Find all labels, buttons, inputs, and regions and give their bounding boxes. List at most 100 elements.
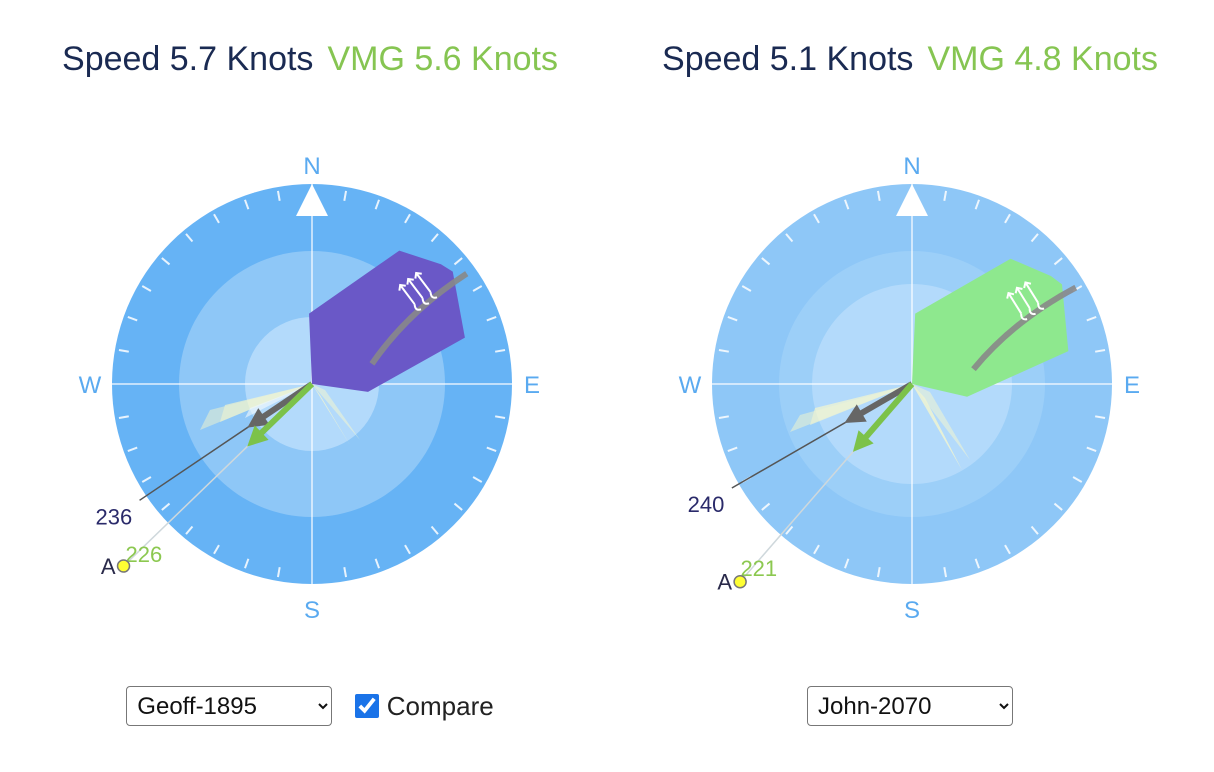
boat-icon: [912, 258, 1078, 397]
compass-tick: [495, 348, 506, 353]
compass-tick: [453, 257, 463, 266]
compass-tick: [404, 544, 411, 555]
right-heading: Speed 5.1 Knots VMG 4.8 Knots: [610, 40, 1210, 79]
compass-tick: [495, 415, 506, 420]
vmg-arrow-icon: [852, 382, 915, 452]
compass-tick: [727, 316, 738, 322]
compass-tick: [844, 199, 850, 210]
compass-tick: [213, 544, 220, 555]
compass-tick: [118, 348, 129, 353]
compass-tick: [244, 199, 250, 210]
compass-tick: [185, 233, 194, 243]
waypoint-marker-icon: [733, 574, 747, 589]
compass-tick: [727, 446, 738, 452]
compass-tick: [943, 567, 948, 578]
cardinal-n: N: [303, 153, 320, 180]
compass-tick: [813, 544, 820, 555]
vmg-bearing-label: 221: [740, 556, 777, 581]
cardinal-w: W: [79, 372, 102, 399]
right-panel: Speed 5.1 Knots VMG 4.8 Knots N E S W: [610, 0, 1210, 772]
compass-tick: [1004, 213, 1011, 224]
compass-tick: [276, 190, 281, 201]
compass-tick: [844, 558, 850, 569]
compass-tick: [244, 558, 250, 569]
right-vmg-label: VMG 4.8 Knots: [927, 40, 1158, 78]
crew-icon: [1006, 281, 1045, 321]
compare-checkbox-label[interactable]: Compare: [354, 691, 494, 722]
compass-tick: [127, 446, 138, 452]
compass-tick: [276, 567, 281, 578]
compass-tick: [718, 415, 729, 420]
cardinal-w: W: [679, 372, 702, 399]
compass-tick: [213, 213, 220, 224]
compare-checkbox[interactable]: [354, 693, 379, 718]
compass-tick: [472, 476, 483, 483]
compass-tick: [813, 213, 820, 224]
right-speed-label: Speed 5.1 Knots: [662, 40, 914, 78]
compass-tick: [1030, 525, 1039, 535]
course-bearing-label: 236: [96, 505, 133, 530]
compass-tick: [161, 502, 171, 511]
compass-ticks: [118, 190, 506, 578]
waypoint-label: A: [717, 570, 732, 595]
sailor-select-right[interactable]: John-2070: [807, 686, 1013, 726]
compass-tick: [161, 257, 171, 266]
compass-tick: [876, 567, 881, 578]
boat-sail: [369, 271, 469, 366]
left-heading: Speed 5.7 Knots VMG 5.6 Knots: [10, 40, 610, 79]
boat-sail: [971, 284, 1078, 372]
compass-tick: [718, 348, 729, 353]
compass-tick: [785, 233, 794, 243]
compass-ticks: [718, 190, 1106, 578]
course-arrow-icon: [844, 381, 914, 423]
compass-tick: [141, 476, 152, 483]
compass-tick: [1030, 233, 1039, 243]
compass-tick: [876, 190, 881, 201]
compass-tick: [1086, 316, 1097, 322]
compass-tick: [1004, 544, 1011, 555]
compass-tick: [486, 316, 497, 322]
course-bearing-label: 240: [688, 492, 725, 517]
compass-tick: [430, 233, 439, 243]
boat-hull: [912, 258, 1069, 397]
cardinal-s: S: [304, 597, 320, 620]
waypoint-label: A: [101, 554, 116, 579]
cardinal-n: N: [903, 153, 920, 180]
north-marker-icon: [296, 184, 328, 216]
compass-tick: [741, 285, 752, 292]
compass-tick: [453, 502, 463, 511]
left-vmg-label: VMG 5.6 Knots: [327, 40, 558, 78]
cardinal-e: E: [524, 372, 540, 399]
north-marker-icon: [896, 184, 928, 216]
compass-tick: [974, 558, 980, 569]
cardinal-e: E: [1124, 372, 1140, 399]
waypoint-marker-icon: [116, 559, 131, 573]
compass-tick: [1053, 257, 1063, 266]
compass-tick: [343, 190, 348, 201]
compass-tick: [141, 285, 152, 292]
compass-tick: [127, 316, 138, 322]
compass-tick: [974, 199, 980, 210]
compass-tick: [1095, 348, 1106, 353]
compass-tick: [430, 525, 439, 535]
left-compass: N E S W 236: [79, 153, 540, 620]
compass-tick: [472, 285, 483, 292]
compass-tick: [1053, 502, 1063, 511]
compass-tick: [343, 567, 348, 578]
left-panel: Speed 5.7 Knots VMG 5.6 Knots N E S W: [10, 0, 610, 772]
crew-icon: [398, 271, 438, 311]
wind-sector-icon: [790, 384, 970, 470]
compass-tick: [1095, 415, 1106, 420]
compass-tick: [761, 257, 771, 266]
sailor-select-left[interactable]: Geoff-1895: [126, 686, 333, 726]
compass-tick: [1072, 476, 1083, 483]
vmg-arrow-icon: [247, 381, 315, 447]
compass-tick: [785, 525, 794, 535]
compass-tick: [404, 213, 411, 224]
compass-tick: [118, 415, 129, 420]
compass-tick: [374, 199, 380, 210]
compass-tick: [761, 502, 771, 511]
compass-tick: [486, 446, 497, 452]
boat-icon: [309, 250, 469, 392]
left-speed-label: Speed 5.7 Knots: [62, 40, 314, 78]
